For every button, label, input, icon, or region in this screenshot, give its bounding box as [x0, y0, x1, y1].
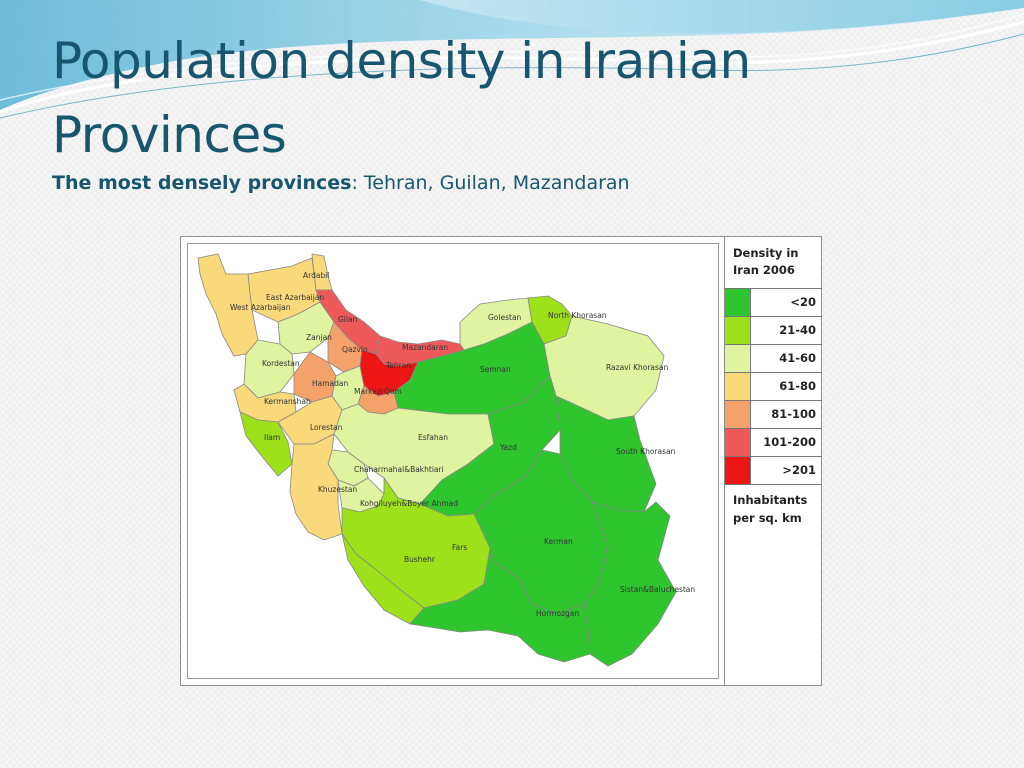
province-label: Kordestan: [262, 359, 300, 368]
province-label: Hormozgan: [536, 609, 579, 618]
legend-swatch: [725, 373, 751, 400]
province-label: North Khorasan: [548, 311, 607, 320]
province-label: West Azarbaijan: [230, 303, 291, 312]
legend-swatch: [725, 345, 751, 372]
legend-footer: Inhabitants per sq. km: [733, 491, 807, 527]
province-label: Semnan: [480, 365, 511, 374]
legend-swatch: [725, 289, 751, 316]
legend-label: >201: [782, 463, 816, 477]
province-label: Kohgiluyeh&Boyer Ahmad: [360, 499, 458, 508]
legend-swatch: [725, 401, 751, 428]
province-label: Sistan&Baluchestan: [620, 585, 695, 594]
province-label: Chaharmahal&Bakhtiari: [354, 465, 444, 474]
legend-row: <20: [725, 289, 822, 317]
map-frame: Ardabil East Azarbaijan West Azarbaijan Gil…: [187, 243, 719, 679]
legend-label: <20: [790, 295, 816, 309]
province-label: South Khorasan: [616, 447, 676, 456]
legend-row: 81-100: [725, 401, 822, 429]
legend: Density in Iran 2006 <20 21-40 41-60 61-80 8…: [724, 237, 822, 685]
legend-label: 61-80: [779, 379, 816, 393]
slide-title: Population density in Iranian Provinces: [52, 32, 751, 164]
header-swoosh-decoration: [0, 0, 1024, 119]
density-map-figure: Ardabil East Azarbaijan West Azarbaijan Gil…: [180, 236, 822, 686]
province-label: Qom: [384, 387, 402, 396]
province-label: Esfahan: [418, 433, 448, 442]
province-label: Tehran: [385, 361, 411, 370]
legend-swatch: [725, 457, 751, 484]
province-label: East Azarbaijan: [266, 293, 324, 302]
legend-label: 21-40: [779, 323, 816, 337]
legend-title-line1: Density in: [733, 246, 799, 260]
legend-row: 101-200: [725, 429, 822, 457]
legend-swatch: [725, 317, 751, 344]
province-label: Zanjan: [306, 333, 332, 342]
legend-row: 61-80: [725, 373, 822, 401]
province-label: Qazvin: [342, 345, 368, 354]
legend-label: 101-200: [763, 435, 816, 449]
legend-label: 41-60: [779, 351, 816, 365]
province-label: Fars: [452, 543, 467, 552]
province-label: Markazi: [354, 387, 383, 396]
legend-label: 81-100: [771, 407, 816, 421]
province-label: Kerman: [544, 537, 573, 546]
province-label: Golestan: [488, 313, 522, 322]
legend-footer-line1: Inhabitants: [733, 493, 808, 507]
legend-row: >201: [725, 457, 822, 485]
legend-footer-line2: per sq. km: [733, 511, 802, 525]
province-label: Kermanshah: [264, 397, 311, 406]
legend-classes: <20 21-40 41-60 61-80 81-100 101-200 >201: [725, 288, 822, 485]
legend-row: 41-60: [725, 345, 822, 373]
province-label: Gilan: [338, 315, 358, 324]
legend-swatch: [725, 429, 751, 456]
province-label: Bushehr: [404, 555, 436, 564]
province-label: Lorestan: [310, 423, 343, 432]
subtitle-bold: The most densely provinces: [52, 172, 352, 194]
province-sistan-and-baluchestan: [583, 501, 677, 667]
province-label: Mazandaran: [402, 343, 448, 352]
legend-row: 21-40: [725, 317, 822, 345]
province-label: Hamadan: [312, 379, 348, 388]
legend-title: Density in Iran 2006: [733, 245, 798, 279]
legend-title-line2: Iran 2006: [733, 263, 795, 277]
province-label: Razavi Khorasan: [606, 363, 669, 372]
slide-subtitle: The most densely provinces: Tehran, Guil…: [52, 172, 630, 194]
province-label: Ilam: [264, 433, 280, 442]
province-label: Ardabil: [303, 271, 329, 280]
province-label: Khuzestan: [318, 485, 357, 494]
province-hormozgan: [409, 547, 591, 663]
province-label: Yazd: [499, 443, 517, 452]
subtitle-rest: : Tehran, Guilan, Mazandaran: [351, 172, 630, 194]
province-khuzestan: [289, 433, 343, 541]
